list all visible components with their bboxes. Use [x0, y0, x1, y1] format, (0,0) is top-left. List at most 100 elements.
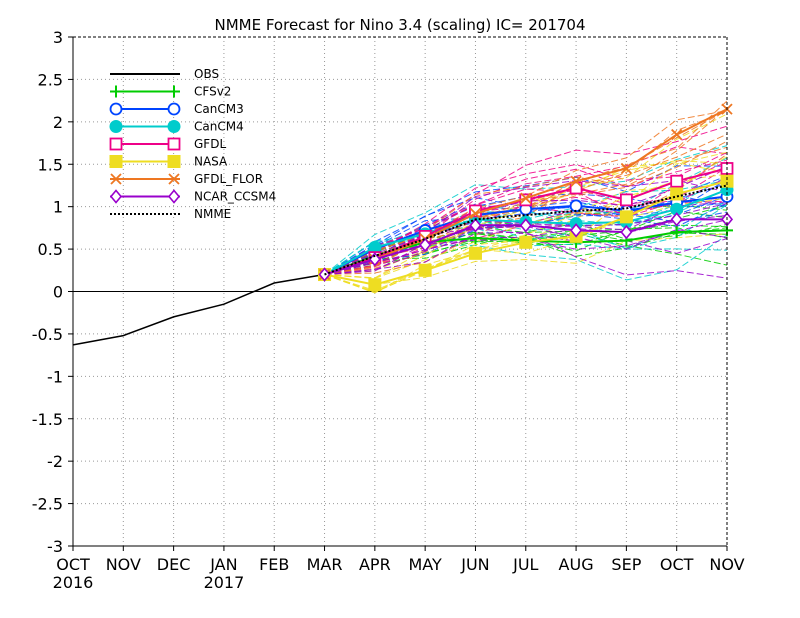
series-line-obs: [72, 273, 325, 346]
data-point: [569, 181, 583, 195]
ensemble-line-nasa: [324, 233, 728, 286]
legend-entry-gfdl: GFDL: [109, 137, 226, 151]
data-point: [167, 120, 181, 133]
data-point: [167, 102, 181, 116]
data-point: [670, 187, 684, 201]
ensemble-line-gfdl: [324, 125, 728, 275]
legend: OBS CFSv2 CanCM3 CanCM4 GFDL NASA GFDL_FLOR NCA…: [109, 67, 276, 221]
data-point: [168, 173, 180, 185]
ensemble-line-gfdl_flor: [324, 110, 728, 275]
y-tick-label: 1: [53, 198, 63, 217]
data-point: [570, 223, 583, 238]
y-tick-label: -1.5: [32, 410, 63, 429]
data-point: [469, 207, 482, 220]
series-obs: [72, 273, 325, 346]
x-tick-label: SEP: [611, 555, 641, 574]
x-tick-label: OCT: [660, 555, 694, 574]
legend-entry-obs: OBS: [110, 67, 219, 81]
legend-label: NMME: [194, 207, 231, 221]
legend-label: NASA: [194, 155, 228, 169]
x-tick-label: NOV: [709, 555, 744, 574]
data-point: [670, 212, 683, 227]
data-point: [619, 193, 633, 207]
x-tick-label: JUN: [460, 555, 489, 574]
ensemble-line-gfdl: [324, 146, 728, 275]
data-point: [109, 189, 123, 204]
y-tick-label: -3: [47, 537, 63, 556]
y-tick-label: -1: [47, 367, 63, 386]
data-point: [468, 246, 482, 260]
legend-entry-cfsv2: CFSv2: [110, 85, 231, 99]
ensemble-line-cancm4: [324, 188, 728, 275]
legend-label: CFSv2: [194, 85, 231, 99]
y-tick-label: 0: [53, 283, 63, 302]
data-point: [368, 252, 381, 267]
legend-label: GFDL_FLOR: [194, 172, 263, 186]
data-point: [620, 224, 633, 240]
x-tick-label: APR: [359, 555, 391, 574]
data-point: [670, 174, 684, 188]
x-tick-label: OCT: [56, 555, 90, 574]
legend-label: CanCM3: [194, 102, 244, 116]
data-point: [110, 173, 122, 185]
legend-label: GFDL: [194, 137, 226, 151]
y-tick-label: 2: [53, 113, 63, 132]
data-point: [168, 85, 180, 98]
legend-entry-cancm3: CanCM3: [109, 102, 244, 116]
x-tick-label: DEC: [157, 555, 191, 574]
data-point: [570, 175, 582, 187]
data-point: [520, 192, 532, 204]
data-point: [110, 85, 122, 98]
legend-entry-cancm4: CanCM4: [109, 120, 244, 134]
y-tick-label: 3: [53, 28, 63, 47]
x-tick-label: FEB: [259, 555, 289, 574]
ensemble-line-gfdl: [324, 166, 728, 275]
data-point: [569, 199, 583, 213]
legend-label: NCAR_CCSM4: [194, 190, 276, 204]
data-point: [167, 155, 181, 168]
legend-label: OBS: [194, 67, 219, 81]
data-point: [167, 137, 181, 151]
data-point: [469, 218, 482, 233]
data-point: [469, 232, 482, 245]
data-point: [418, 263, 432, 277]
legend-entry-nmme: NMME: [110, 207, 231, 221]
x-tick-label: AUG: [559, 555, 594, 574]
data-point: [167, 189, 181, 204]
ensemble-line-cfsv2: [324, 223, 728, 275]
ensemble-line-cancm4: [324, 145, 728, 275]
y-tick-label: -0.5: [32, 325, 63, 344]
y-tick-label: 0.5: [38, 240, 63, 259]
x-year-label: 2016: [53, 573, 94, 592]
data-point: [109, 120, 123, 133]
legend-entry-nasa: NASA: [109, 155, 228, 169]
data-point: [109, 155, 123, 168]
chart-title: NMME Forecast for Nino 3.4 (scaling) IC=…: [214, 16, 585, 34]
data-point: [620, 162, 633, 175]
y-tick-label: -2: [47, 452, 63, 471]
x-tick-label: MAR: [307, 555, 343, 574]
data-point: [670, 226, 683, 239]
data-point: [109, 102, 123, 116]
data-point: [619, 210, 633, 224]
x-tick-label: JUL: [512, 555, 538, 574]
y-tick-label: 1.5: [38, 155, 63, 174]
y-tick-label: 2.5: [38, 70, 63, 89]
series-layer: [72, 103, 734, 346]
ensemble-line-ncar_ccsm4: [324, 231, 728, 279]
x-tick-label: JAN: [209, 555, 237, 574]
ensemble-line-cancm4: [324, 157, 728, 275]
data-point: [519, 235, 533, 249]
ensemble-line-ncar_ccsm4: [324, 228, 728, 275]
data-point: [671, 128, 683, 141]
data-point: [519, 218, 532, 233]
x-year-label: 2017: [204, 573, 245, 592]
legend-label: CanCM4: [194, 120, 244, 134]
data-point: [109, 137, 123, 151]
x-tick-label: MAY: [409, 555, 443, 574]
y-tick-label: -2.5: [32, 495, 63, 514]
legend-entry-ncar_ccsm4: NCAR_CCSM4: [109, 189, 276, 204]
x-tick-label: NOV: [106, 555, 141, 574]
